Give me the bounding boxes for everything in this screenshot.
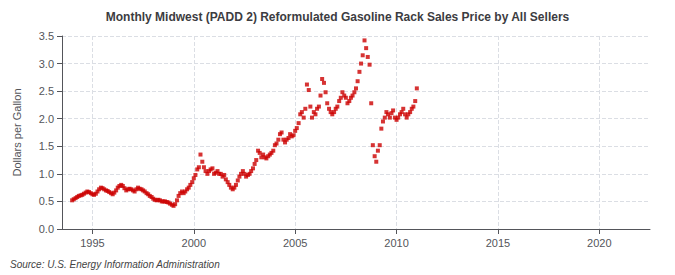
svg-text:2.0: 2.0 [39, 113, 54, 125]
svg-text:3.0: 3.0 [39, 58, 54, 70]
svg-text:1.0: 1.0 [39, 168, 54, 180]
svg-text:Dollars per Gallon: Dollars per Gallon [11, 88, 23, 176]
svg-text:0.0: 0.0 [39, 223, 54, 235]
svg-text:2010: 2010 [384, 237, 408, 249]
svg-text:2.5: 2.5 [39, 85, 54, 97]
svg-text:Monthly Midwest (PADD 2) Refor: Monthly Midwest (PADD 2) Reformulated Ga… [106, 10, 570, 24]
svg-text:3.5: 3.5 [39, 30, 54, 42]
svg-text:2015: 2015 [486, 237, 510, 249]
svg-text:Source: U.S. Energy Informatio: Source: U.S. Energy Information Administ… [10, 259, 220, 270]
svg-text:2000: 2000 [182, 237, 206, 249]
svg-text:1995: 1995 [80, 237, 104, 249]
svg-text:2020: 2020 [587, 237, 611, 249]
svg-text:1.5: 1.5 [39, 140, 54, 152]
svg-text:2005: 2005 [283, 237, 307, 249]
svg-text:0.5: 0.5 [39, 195, 54, 207]
